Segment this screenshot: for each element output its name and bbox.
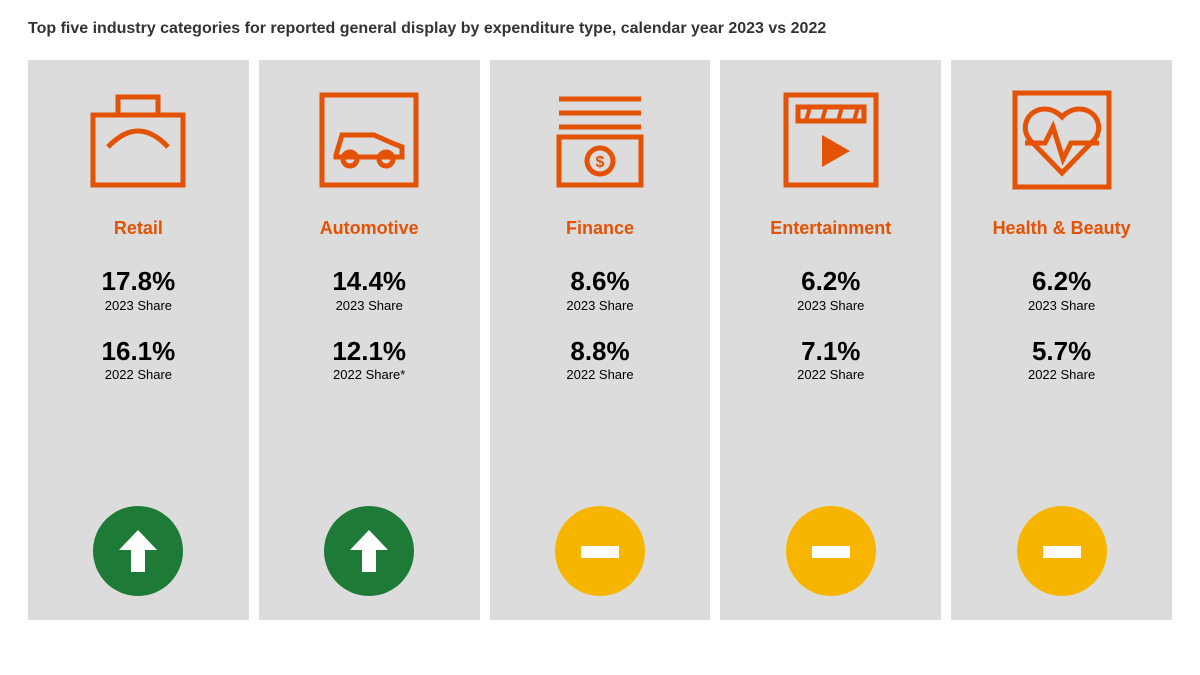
share-2023: 17.8% 2023 Share <box>102 267 176 313</box>
arrow-up-icon <box>324 506 414 596</box>
share-2022: 8.8% 2022 Share <box>566 337 633 383</box>
automotive-icon <box>314 80 424 200</box>
value-2023: 14.4% <box>332 267 406 296</box>
label-2023: 2023 Share <box>102 298 176 313</box>
label-2023: 2023 Share <box>797 298 864 313</box>
label-2022: 2022 Share <box>797 367 864 382</box>
value-2022: 7.1% <box>797 337 864 366</box>
value-2022: 12.1% <box>332 337 406 366</box>
label-2023: 2023 Share <box>332 298 406 313</box>
category-card: Retail 17.8% 2023 Share 16.1% 2022 Share <box>28 60 249 620</box>
label-2022: 2022 Share <box>1028 367 1095 382</box>
arrow-up-icon <box>93 506 183 596</box>
share-2023: 6.2% 2023 Share <box>1028 267 1095 313</box>
health-icon <box>1007 80 1117 200</box>
value-2022: 5.7% <box>1028 337 1095 366</box>
label-2023: 2023 Share <box>1028 298 1095 313</box>
svg-text:$: $ <box>596 154 605 171</box>
share-2023: 14.4% 2023 Share <box>332 267 406 313</box>
share-2023: 6.2% 2023 Share <box>797 267 864 313</box>
category-card: Health & Beauty 6.2% 2023 Share 5.7% 2022 … <box>951 60 1172 620</box>
value-2023: 8.6% <box>566 267 633 296</box>
category-name: Entertainment <box>770 218 891 239</box>
finance-icon: $ <box>545 80 655 200</box>
category-name: Retail <box>114 218 163 239</box>
minus-icon <box>786 506 876 596</box>
category-card: $ Finance 8.6% 2023 Share 8.8% 2022 Share <box>490 60 711 620</box>
category-name: Finance <box>566 218 634 239</box>
minus-icon <box>1017 506 1107 596</box>
category-name: Automotive <box>320 218 419 239</box>
value-2022: 16.1% <box>102 337 176 366</box>
label-2022: 2022 Share <box>566 367 633 382</box>
label-2022: 2022 Share* <box>332 367 406 382</box>
page-title: Top five industry categories for reporte… <box>28 20 1172 38</box>
value-2023: 17.8% <box>102 267 176 296</box>
retail-icon <box>83 80 193 200</box>
share-2022: 12.1% 2022 Share* <box>332 337 406 383</box>
share-2022: 5.7% 2022 Share <box>1028 337 1095 383</box>
value-2023: 6.2% <box>1028 267 1095 296</box>
category-name: Health & Beauty <box>993 218 1131 239</box>
entertainment-icon <box>776 80 886 200</box>
share-2022: 16.1% 2022 Share <box>102 337 176 383</box>
label-2023: 2023 Share <box>566 298 633 313</box>
label-2022: 2022 Share <box>102 367 176 382</box>
value-2023: 6.2% <box>797 267 864 296</box>
category-card: Automotive 14.4% 2023 Share 12.1% 2022 Sha… <box>259 60 480 620</box>
share-2023: 8.6% 2023 Share <box>566 267 633 313</box>
value-2022: 8.8% <box>566 337 633 366</box>
share-2022: 7.1% 2022 Share <box>797 337 864 383</box>
category-card: Entertainment 6.2% 2023 Share 7.1% 2022 Sh… <box>720 60 941 620</box>
minus-icon <box>555 506 645 596</box>
category-grid: Retail 17.8% 2023 Share 16.1% 2022 Share A… <box>28 60 1172 620</box>
